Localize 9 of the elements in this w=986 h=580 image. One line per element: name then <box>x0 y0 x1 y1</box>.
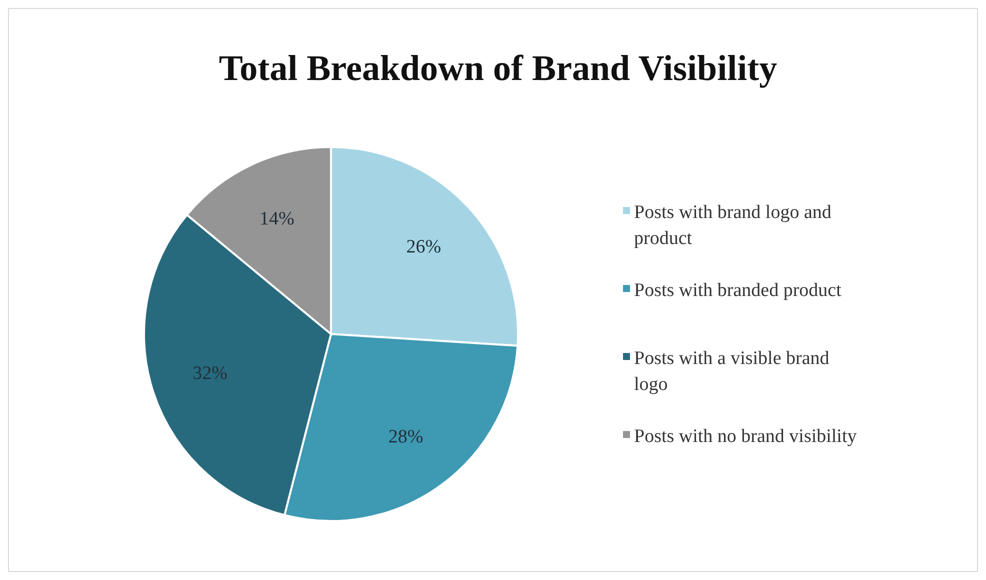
legend-label: Posts with brand logo and product <box>634 202 832 249</box>
data-label: 26% <box>406 236 442 258</box>
chart-title: Total Breakdown of Brand Visibility <box>218 48 778 88</box>
legend-label: Posts with no brand visibility <box>634 426 858 447</box>
legend-label: Posts with a visible brand logo <box>634 348 830 395</box>
legend-label: Posts with branded product <box>634 280 842 301</box>
data-label: 14% <box>259 208 294 230</box>
data-label: 32% <box>192 362 228 384</box>
data-label: 28% <box>388 426 424 448</box>
